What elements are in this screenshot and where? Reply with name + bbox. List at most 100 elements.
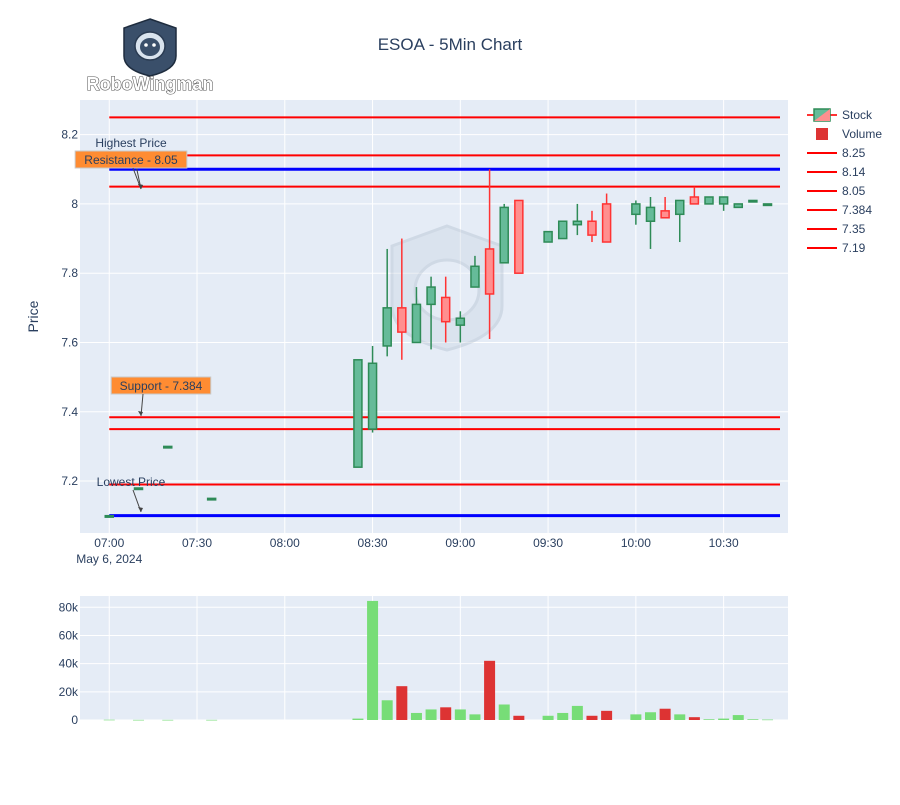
volume-bar <box>747 719 759 720</box>
candle <box>543 230 553 243</box>
candle <box>689 186 700 205</box>
volume-bar <box>484 660 496 720</box>
legend-label: 7.19 <box>842 241 866 255</box>
candle <box>104 514 115 518</box>
volume-tick-label: 60k <box>59 628 79 642</box>
candle <box>163 445 173 449</box>
volume-bar <box>396 686 408 720</box>
logo: RoboWingman <box>86 18 214 95</box>
x-tick-label: 10:00 <box>621 536 651 550</box>
price-plot: 7.2 7.4 7.6 7.8 8 8.2 07:00 07:30 08:00 08:30 09:0… <box>25 100 788 566</box>
candle-body <box>426 286 436 306</box>
legend-label: Stock <box>842 108 873 122</box>
candle <box>557 220 568 240</box>
x-tick-label: 09:00 <box>445 536 475 550</box>
volume-bar <box>352 718 364 720</box>
candle-body <box>382 307 392 347</box>
volume-bar <box>454 709 466 720</box>
candle-body <box>543 230 553 243</box>
candle <box>426 276 436 350</box>
legend: Stock Volume 8.25 8.14 8.05 7.384 7.35 7.19 <box>807 108 882 255</box>
volume-bar <box>644 712 656 720</box>
candle-body <box>689 196 700 205</box>
candle-body <box>514 199 524 274</box>
x-tick-label: 08:30 <box>358 536 388 550</box>
candle-body <box>675 199 685 216</box>
candle-body <box>660 210 670 219</box>
legend-item: 8.25 <box>807 146 866 160</box>
candle-body <box>645 206 656 222</box>
candle <box>397 238 407 360</box>
volume-bar <box>674 714 686 720</box>
volume-bar <box>133 719 145 721</box>
y-tick-label: 7.2 <box>61 474 78 488</box>
candle-body <box>367 362 378 430</box>
volume-bar <box>732 715 744 720</box>
candle-body <box>587 220 597 236</box>
x-tick-label: 09:30 <box>533 536 563 550</box>
volume-tick-label: 40k <box>59 657 79 671</box>
candle-body <box>748 199 758 203</box>
volume-bar <box>206 719 218 721</box>
candle <box>587 210 597 243</box>
y-tick-label: 7.4 <box>61 405 78 419</box>
candle-body <box>455 317 466 326</box>
candle-body <box>440 296 451 323</box>
candle <box>733 203 744 209</box>
candle <box>718 196 729 211</box>
annotation-text: Highest Price <box>95 136 167 150</box>
volume-bar <box>571 705 583 720</box>
logo-text: RoboWingman <box>87 74 214 94</box>
candle-body <box>601 203 612 243</box>
volume-bar <box>557 712 569 720</box>
candle <box>382 248 392 357</box>
volume-tick-label: 80k <box>59 600 79 614</box>
candle-body <box>470 265 480 288</box>
annotation-text: Resistance - 8.05 <box>84 153 178 167</box>
candle-body <box>411 303 422 344</box>
volume-bar <box>586 715 598 720</box>
volume-bar <box>659 708 671 720</box>
volume-bar <box>381 700 393 720</box>
candle <box>440 276 451 343</box>
annotation-box: Resistance - 8.05 <box>74 150 188 190</box>
volume-plot: 0 20k 40k 60k 80k <box>59 596 788 727</box>
legend-stock-swatch-down <box>814 109 830 121</box>
annotation-background <box>110 376 212 395</box>
candle-body <box>206 497 217 501</box>
price-plot-background <box>80 100 788 533</box>
legend-item: 7.19 <box>807 241 866 255</box>
volume-bar <box>688 717 700 720</box>
candle-body <box>557 220 568 240</box>
volume-plot-background <box>80 596 788 720</box>
candle-body <box>704 196 714 205</box>
legend-volume-swatch <box>816 128 828 140</box>
annotation-label: Lowest Price <box>97 475 166 513</box>
annotation-arrowhead <box>138 507 143 512</box>
candle-body <box>397 307 407 333</box>
y-axis-label: Price <box>25 300 41 332</box>
candle-body <box>353 359 363 468</box>
legend-label: Volume <box>842 127 882 141</box>
y-tick-label: 7.8 <box>61 266 78 280</box>
legend-item: 7.384 <box>807 203 872 217</box>
legend-item: Volume <box>816 127 882 141</box>
legend-item: 8.14 <box>807 165 866 179</box>
y-tick-label: 8 <box>71 197 78 211</box>
volume-bar <box>513 715 525 720</box>
volume-bar <box>410 712 422 720</box>
legend-label: 8.14 <box>842 165 866 179</box>
annotation-box: Support - 7.384 <box>110 376 212 417</box>
candle <box>645 196 656 249</box>
volume-bar <box>718 718 730 720</box>
volume-bar <box>469 714 481 720</box>
volume-bar <box>630 714 642 720</box>
legend-item: 7.35 <box>807 222 866 236</box>
legend-item: Stock <box>807 108 873 122</box>
volume-bar <box>367 600 379 720</box>
annotation-background <box>74 150 188 169</box>
candle-body <box>762 203 773 207</box>
volume-tick-label: 0 <box>71 713 78 727</box>
annotation-text: Support - 7.384 <box>120 379 203 393</box>
